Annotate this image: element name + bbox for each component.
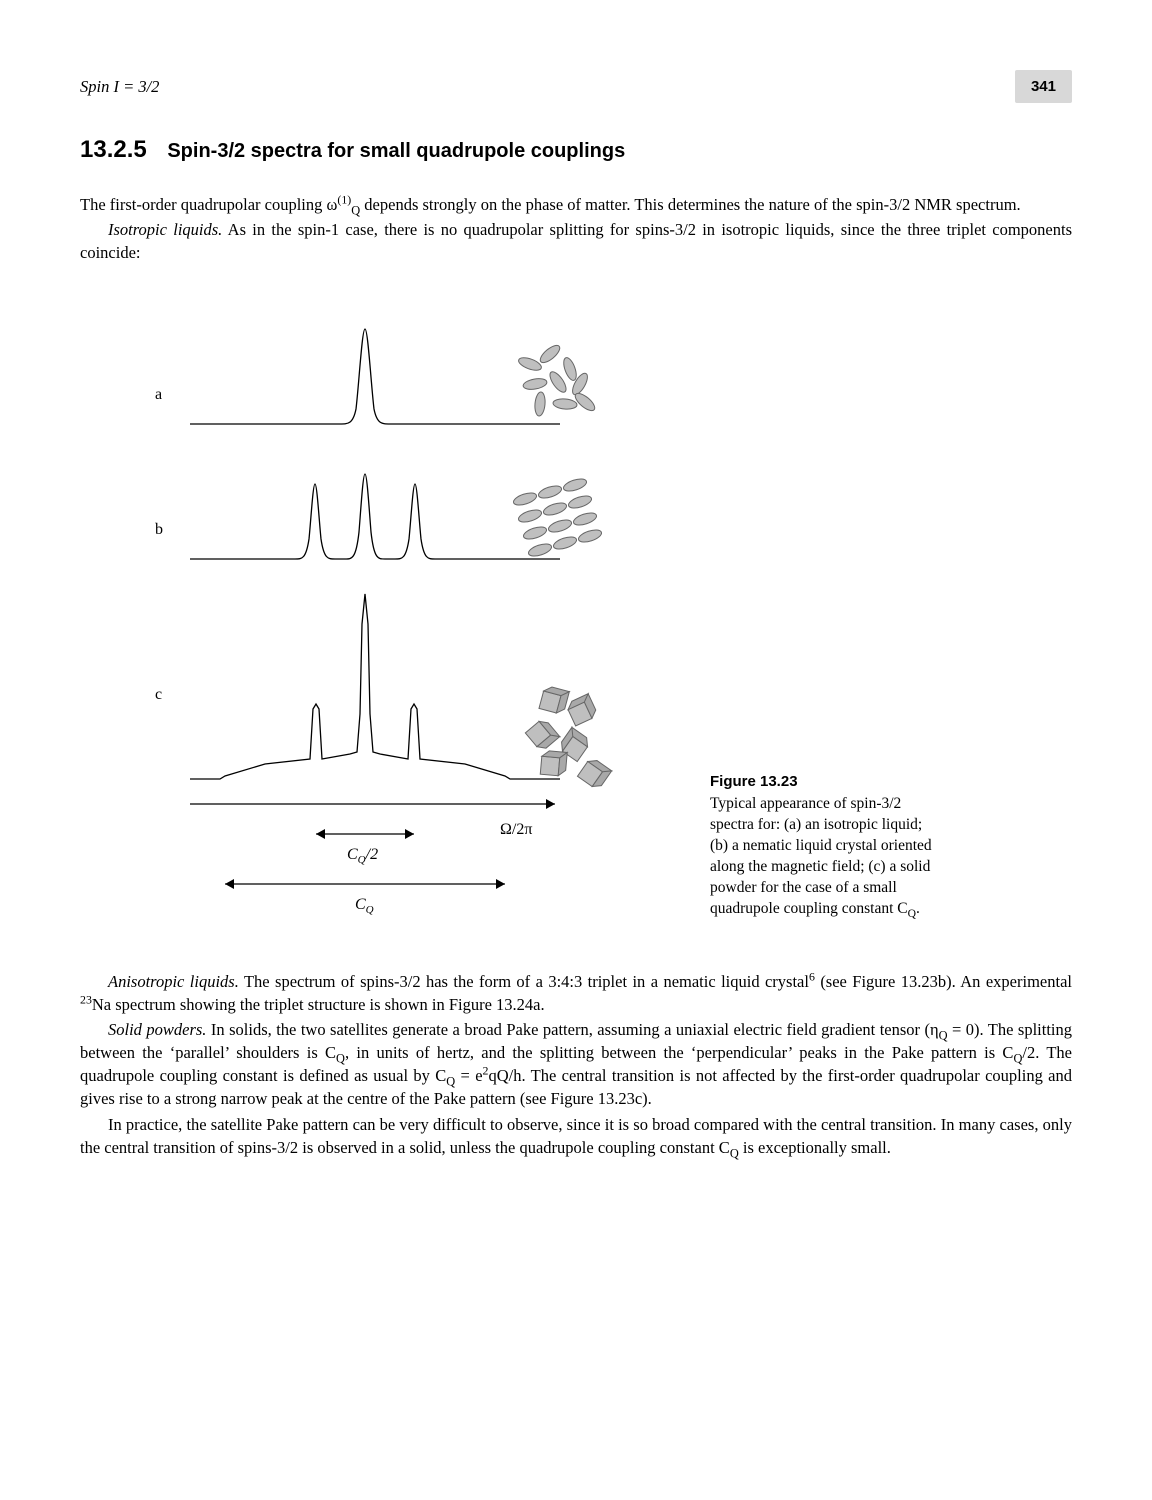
figure-caption: Figure 13.23 Typical appearance of spin-… [710,772,940,920]
spectrum-c [190,594,560,779]
spectrum-b [190,474,560,559]
figure-13-23: a b [80,304,1072,930]
cq-half-label: CQ/2 [347,846,378,866]
figure-caption-title: Figure 13.23 [710,772,940,792]
paragraph-5: In practice, the satellite Pake pattern … [80,1113,1072,1159]
paragraph-3: Anisotropic liquids. The spectrum of spi… [80,970,1072,1016]
paragraph-1: The first-order quadrupolar coupling ω(1… [80,193,1072,216]
page-header: Spin I = 3/2 341 [80,70,1072,103]
spectrum-a [190,329,560,424]
cq-half-arrow-left [316,829,325,839]
figure-caption-body: Typical appearance of spin-3/2 spectra f… [710,795,932,917]
section-title: Spin-3/2 spectra for small quadrupole co… [167,140,625,162]
axis-label: Ω/2π [500,821,532,838]
label-a: a [155,386,162,403]
page-number: 341 [1015,70,1072,103]
section-heading: 13.2.5 Spin-3/2 spectra for small quadru… [80,133,1072,167]
cq-arrow-right [496,879,505,889]
running-head: Spin I = 3/2 [80,75,159,98]
axis-arrowhead [546,799,555,809]
figure-svg: a b [80,304,670,930]
label-c: c [155,686,162,703]
cluster-c [525,685,611,790]
running-head-text: Spin I = 3/2 [80,77,159,96]
paragraph-4: Solid powders. In solids, the two satell… [80,1018,1072,1110]
section-number: 13.2.5 [80,136,147,163]
spectra-diagram: a b [80,304,670,924]
cluster-a [517,342,597,416]
paragraph-2: Isotropic liquids. As in the spin-1 case… [80,218,1072,264]
label-b: b [155,521,163,538]
cq-arrow-left [225,879,234,889]
cq-half-arrow-right [405,829,414,839]
cluster-b [512,476,603,558]
cq-label: CQ [355,896,374,916]
